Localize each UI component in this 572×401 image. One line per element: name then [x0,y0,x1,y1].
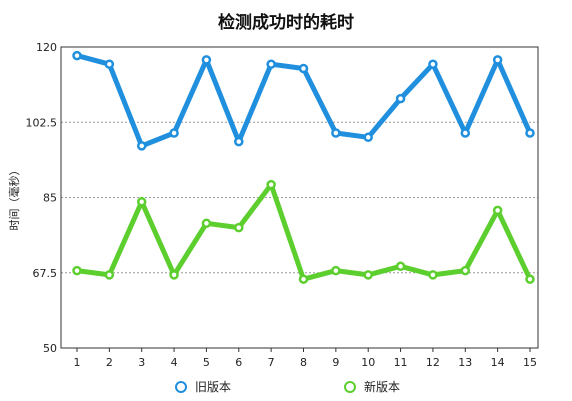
data-point-new [201,218,212,229]
data-point-old [331,128,341,138]
x-tick-label: 3 [138,356,145,369]
x-tick-label: 4 [171,356,178,369]
data-point-new [72,265,82,276]
data-point-new [234,222,244,233]
y-tick-label: 67.5 [33,267,58,280]
legend-label-new: 新版本 [364,380,401,394]
data-point-old [460,128,471,138]
data-point-old [72,50,82,61]
x-tick-label: 11 [394,356,408,369]
data-point-old [395,93,406,104]
x-tick-label: 15 [523,356,537,369]
data-point-new [395,261,406,272]
x-tick-label: 9 [332,356,339,369]
legend-marker-new-icon [344,380,356,393]
data-point-old [525,128,535,138]
legend-marker-old-icon [175,380,187,393]
data-point-new [460,265,471,276]
data-point-old [266,59,276,69]
legend-item-new[interactable]: 新版本 [344,378,400,395]
y-axis-title: 时间（毫秒） [7,165,21,231]
x-tick-label: 12 [426,356,440,369]
data-point-old [136,141,147,151]
x-tick-label: 2 [106,356,113,369]
x-tick-label: 1 [74,356,81,369]
data-point-new [363,270,373,280]
x-tick-label: 10 [361,356,375,369]
data-point-new [104,270,115,280]
legend-item-old[interactable]: 旧版本 [175,378,231,395]
plot-frame [60,46,539,349]
data-point-new [136,197,147,207]
x-tick-label: 5 [203,356,210,369]
y-tick-label: 85 [43,192,57,205]
y-tick-label: 102.5 [26,116,58,129]
x-tick-label: 7 [268,356,275,369]
x-tick-label: 8 [300,356,307,369]
data-point-old [169,128,179,138]
data-point-new [525,274,535,284]
data-point-old [428,59,438,69]
data-point-new [169,270,179,280]
data-point-new [492,205,503,216]
data-point-old [492,55,503,65]
data-point-old [298,63,309,74]
data-point-new [428,270,438,280]
data-point-new [298,274,309,284]
chart-title: 检测成功时的耗时 [218,13,354,33]
legend-label-old: 旧版本 [195,380,232,394]
data-point-old [104,59,115,69]
x-tick-label: 6 [235,356,242,369]
y-tick-label: 120 [36,41,57,54]
legend: 旧版本 新版本 [0,378,572,398]
data-point-old [363,132,373,143]
data-point-new [266,179,276,190]
data-point-old [201,55,212,65]
y-tick-label: 50 [43,342,57,355]
x-tick-label: 14 [491,356,505,369]
x-tick-label: 13 [458,356,472,369]
data-point-new [331,265,341,276]
data-point-old [234,136,244,147]
